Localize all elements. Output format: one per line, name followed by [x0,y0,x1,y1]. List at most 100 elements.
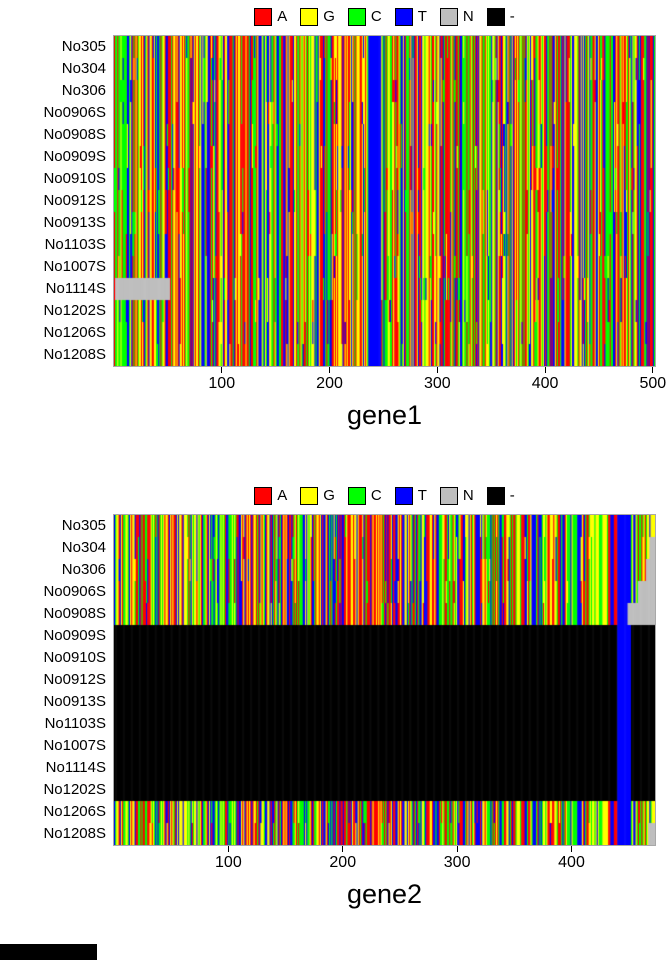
legend-label: T [417,8,427,25]
row-label-No0913S: No0913S [43,693,106,710]
row-label-No0912S: No0912S [43,192,106,209]
row-label-No1208S: No1208S [43,825,106,842]
row-label-No306: No306 [61,561,106,578]
legend-swatch-icon [347,8,366,26]
legend-item-A: A [254,8,287,26]
legend-label: N [462,487,474,504]
row-label-No0909S: No0909S [43,627,106,644]
legend-label: - [509,487,515,504]
legend-label: A [277,8,288,25]
row-label-No0910S: No0910S [43,649,106,666]
row-label-No305: No305 [61,517,106,534]
legend-swatch-icon [300,487,319,505]
row-label-No1202S: No1202S [43,302,106,319]
legend-item-gap: - [486,8,515,26]
x-tick [456,846,458,852]
row-label-No1103S: No1103S [44,236,106,253]
row-label-No0906S: No0906S [43,104,106,121]
legend-item-A: A [254,487,287,505]
row-label-No1114S: No1114S [45,759,106,776]
row-label-No0912S: No0912S [43,671,106,688]
row-label-No0910S: No0910S [43,170,106,187]
legend-label: C [370,487,382,504]
legend-item-T: T [394,487,427,505]
x-tick-label: 100 [208,375,236,392]
x-axis: 100 200 300 400 500 [114,367,666,395]
x-tick [652,367,654,373]
x-tick [544,367,546,373]
alignment-plot-frame [113,514,656,846]
x-tick [227,846,229,852]
row-label-No305: No305 [61,38,106,55]
legend-swatch-icon [486,8,505,26]
x-tick-label: 100 [215,854,242,871]
row-label-No304: No304 [61,539,106,556]
alignment-plot-frame [113,35,656,367]
gene2-chart: A G C T N - No305 No304 No306 No0906S No0908S No09… [0,479,672,945]
legend-swatch-icon [486,487,505,505]
legend-label: G [323,487,335,504]
row-label-No1206S: No1206S [43,803,106,820]
row-label-No0913S: No0913S [43,214,106,231]
legend-swatch-icon [347,487,366,505]
legend-swatch-icon [300,8,319,26]
row-label-No0908S: No0908S [43,605,106,622]
row-label-No0909S: No0909S [43,148,106,165]
gene1-alignment-canvas [114,36,655,366]
x-tick-label: 300 [443,854,471,871]
x-tick [571,846,572,852]
legend-label: G [323,8,335,25]
gene1-chart: A G C T N - No305 No304 No306 No0906S No0908S No09… [0,0,672,470]
legend-item-G: G [300,487,335,505]
x-tick-label: 300 [423,375,451,392]
legend-label: - [509,8,515,25]
chart-title: gene1 [346,400,423,430]
row-label-No1103S: No1103S [44,715,106,732]
legend-item-G: G [300,8,335,26]
gene2-alignment-canvas [114,515,655,845]
x-tick [221,367,223,373]
legend-swatch-icon [394,8,413,26]
legend-item-N: N [439,487,474,505]
legend-swatch-icon [394,487,413,505]
row-label-No306: No306 [61,82,106,99]
legend-label: N [462,8,474,25]
row-label-No304: No304 [61,60,106,77]
row-label-No0908S: No0908S [43,126,106,143]
legend-item-N: N [439,8,474,26]
legend-item-C: C [347,8,382,26]
x-tick [329,367,331,373]
x-tick-label: 200 [316,375,343,392]
chart-title: gene2 [346,879,423,909]
x-axis: 100 200 300 400 [114,846,655,874]
legend-swatch-icon [439,487,458,505]
legend-swatch-icon [439,8,458,26]
row-label-No1206S: No1206S [43,324,106,341]
legend-label: A [277,487,288,504]
legend-label: C [370,8,382,25]
legend-swatch-icon [254,487,273,505]
x-tick-label: 400 [558,854,585,871]
row-label-No1007S: No1007S [43,737,106,754]
legend-label: T [417,487,427,504]
legend-swatch-icon [254,8,273,26]
legend-item-T: T [394,8,427,26]
x-tick-label: 500 [639,375,667,392]
row-label-No0906S: No0906S [43,583,106,600]
row-label-No1007S: No1007S [43,258,106,275]
row-labels: No305 No304 No306 No0906S No0908S No0909S No09… [0,36,108,366]
legend-item-C: C [347,487,382,505]
row-label-No1114S: No1114S [45,280,106,297]
x-tick [342,846,344,852]
x-tick [436,367,438,373]
row-labels: No305 No304 No306 No0906S No0908S No0909S No09… [0,515,108,845]
legend-item-gap: - [486,487,515,505]
row-label-No1202S: No1202S [43,781,106,798]
x-tick-label: 200 [329,854,357,871]
row-label-No1208S: No1208S [43,346,106,363]
x-tick-label: 400 [531,375,559,392]
bottom-left-black-bar [0,944,97,960]
